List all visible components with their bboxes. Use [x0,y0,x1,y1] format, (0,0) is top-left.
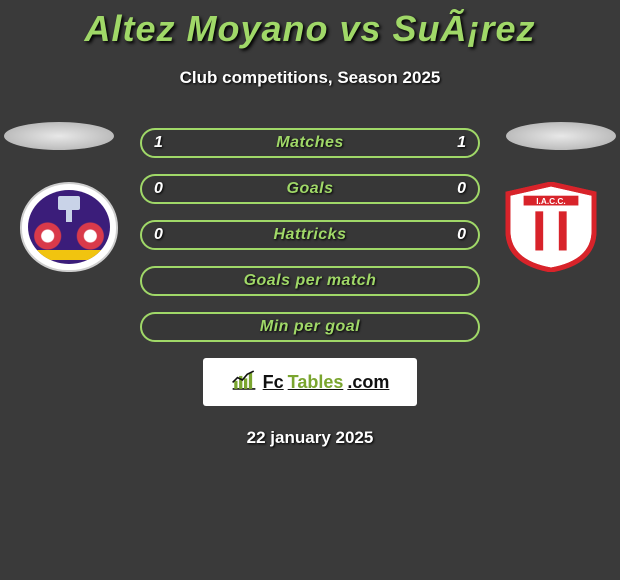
stat-row-hattricks: 0 Hattricks 0 [140,220,480,250]
stat-value-left: 1 [154,134,163,152]
player-photo-placeholder-right [506,122,616,150]
comparison-area: I.A.C.C. 1 Matches 1 0 Goals 0 0 Hattric… [0,128,620,448]
club-badge-right: I.A.C.C. [502,182,600,272]
stat-rows: 1 Matches 1 0 Goals 0 0 Hattricks 0 Goal… [140,128,480,342]
page-title: Altez Moyano vs SuÃ¡rez [0,0,620,50]
generated-date: 22 january 2025 [0,428,620,448]
player-photo-placeholder-left [4,122,114,150]
stat-value-right: 1 [457,134,466,152]
stat-row-min-per-goal: Min per goal [140,312,480,342]
club-badge-left [20,182,118,272]
brand-text-2: Tables [288,372,344,393]
stat-row-goals: 0 Goals 0 [140,174,480,204]
stat-label: Goals [287,180,334,198]
stat-row-goals-per-match: Goals per match [140,266,480,296]
stat-value-right: 0 [457,180,466,198]
page-subtitle: Club competitions, Season 2025 [0,68,620,88]
stat-label: Min per goal [260,318,360,336]
stat-label: Matches [276,134,344,152]
brand-text-1: Fc [263,372,284,393]
stat-value-right: 0 [457,226,466,244]
svg-text:I.A.C.C.: I.A.C.C. [536,196,566,206]
bar-chart-icon [231,369,259,396]
stat-row-matches: 1 Matches 1 [140,128,480,158]
brand-text-3: .com [347,372,389,393]
stat-value-left: 0 [154,226,163,244]
source-site-link[interactable]: FcTables.com [203,358,417,406]
stat-value-left: 0 [154,180,163,198]
stat-label: Goals per match [244,272,377,290]
stat-label: Hattricks [274,226,347,244]
